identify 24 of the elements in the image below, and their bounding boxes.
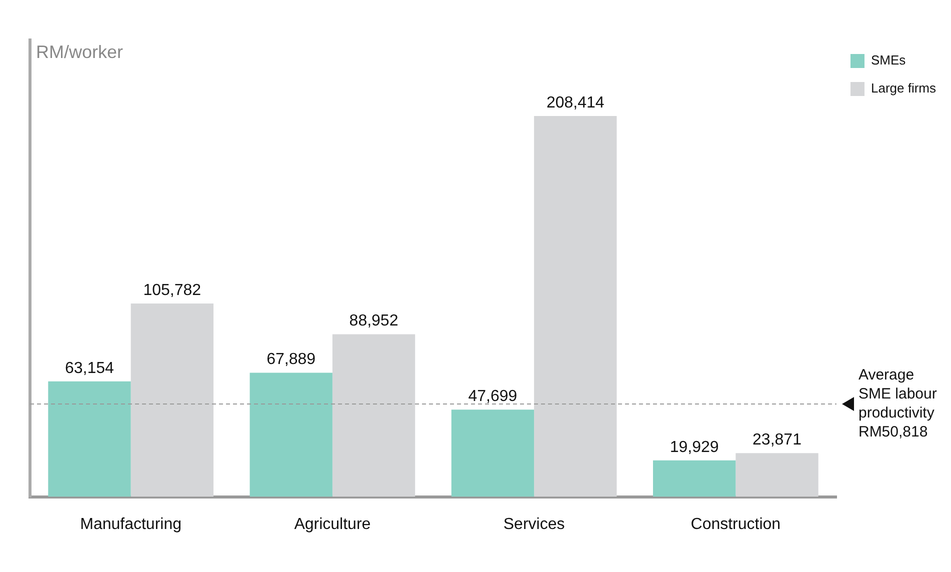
x-tick-label: Services <box>503 516 565 533</box>
bar <box>130 304 214 497</box>
bar <box>534 116 617 497</box>
data-label: 88,952 <box>349 312 398 330</box>
x-tick-label: Manufacturing <box>80 516 182 533</box>
data-label: 23,871 <box>752 432 802 449</box>
x-tick-label: Agriculture <box>294 516 371 533</box>
y-axis-title: RM/worker <box>36 42 124 62</box>
data-label: 47,699 <box>468 388 518 406</box>
bar <box>653 460 736 497</box>
bar <box>451 410 534 497</box>
data-label: 19,929 <box>670 438 719 456</box>
data-label: 105,782 <box>143 282 202 299</box>
bar <box>250 372 332 497</box>
ref-line-label: Average SME labour productivity RM50,818 <box>858 366 937 441</box>
data-label: 63,154 <box>65 360 114 377</box>
bar <box>736 453 818 497</box>
x-tick-label: Construction <box>690 516 781 533</box>
data-label: 67,889 <box>266 351 316 368</box>
bar <box>48 381 131 497</box>
legend-label: SMEs <box>870 52 906 68</box>
data-label: 208,414 <box>546 94 604 112</box>
bar <box>332 334 416 497</box>
legend-label: Large firms <box>870 80 936 96</box>
